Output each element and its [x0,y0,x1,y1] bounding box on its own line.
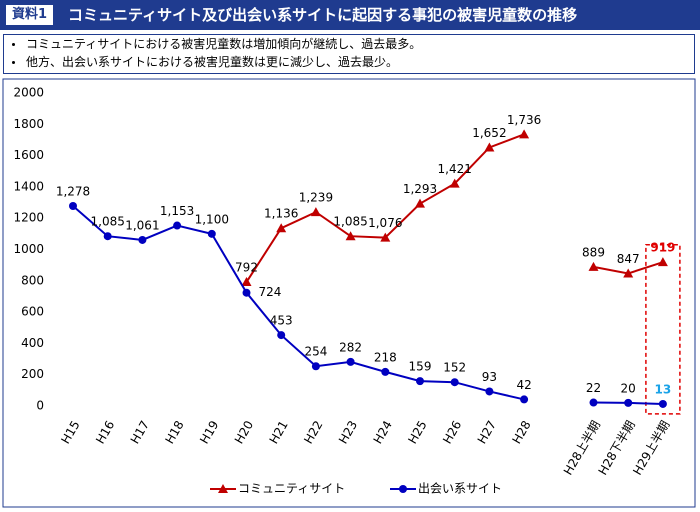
point [277,331,286,340]
data-label: 1,085 [333,215,367,229]
legend-label: コミュニティサイト [238,482,345,496]
data-label: 1,136 [264,207,298,221]
x-tick-label: H28 [509,418,533,446]
data-label: 1,278 [56,184,90,198]
chart: 0 200 400 600 800 1000 1200 1400 1600 1800 2000 H15… [2,78,696,508]
point [450,378,459,387]
point [485,387,494,396]
point [138,235,147,244]
x-tick-label: H21 [267,418,291,446]
x-tick-label: H19 [197,418,221,446]
point [311,362,320,371]
data-label: 1,085 [91,215,125,229]
point [241,277,252,287]
data-label: 1,100 [195,212,229,226]
y-tick-label: 400 [21,336,44,350]
y-tick-label: 200 [21,367,44,381]
x-tick-label: H18 [162,418,186,446]
note: 他方、出会い系サイトにおける被害児童数は更に減少し、過去最少。 [4,53,694,71]
point [520,395,529,404]
y-tick-label: 1000 [13,242,44,256]
y-tick-label: 2000 [13,86,44,100]
badge: 資料1 [6,5,54,25]
x-tick-label: H17 [128,418,152,446]
y-tick-label: 1800 [13,117,44,131]
data-label: 1,736 [507,113,541,127]
point [449,178,460,188]
series-line [245,133,664,283]
data-label: 1,239 [299,191,333,205]
x-tick-label: H26 [440,418,464,446]
point [588,261,599,271]
point [103,232,112,241]
point [589,398,598,407]
point [519,129,530,139]
data-label: 724 [259,285,282,299]
data-label: 254 [304,345,327,359]
notes: コミュニティサイトにおける被害児童数は増加傾向が継続し、過去最多。 他方、出会い… [3,34,695,74]
point [207,229,216,238]
series-line [72,205,663,405]
x-tick-label: H27 [475,418,499,446]
data-label: 1,153 [160,204,194,218]
data-label: 792 [235,261,258,275]
highlight-box [645,244,681,415]
data-label: 1,076 [368,216,402,230]
y-tick-label: 1600 [13,148,44,162]
data-label: 13 [655,382,672,396]
x-tick-label: H16 [93,418,117,446]
point [380,232,391,242]
point [310,207,321,217]
data-label: 42 [516,378,531,392]
data-label: 20 [621,381,636,395]
x-tick-label: H23 [336,418,360,446]
data-label: 1,652 [472,126,506,140]
point [624,398,633,407]
y-tick-label: 0 [36,399,44,413]
y-tick-label: 1200 [13,211,44,225]
point [657,257,668,267]
point [658,399,667,408]
x-tick-label: H24 [371,418,395,446]
point [484,142,495,152]
point [415,198,425,208]
y-tick-label: 600 [21,305,44,319]
point [69,201,77,210]
point [346,357,355,366]
note: コミュニティサイトにおける被害児童数は増加傾向が継続し、過去最多。 [4,35,694,53]
data-label: 1,421 [438,162,472,176]
data-label: 919 [650,241,675,255]
point [345,231,356,241]
data-label: 159 [409,360,432,374]
y-tick-label: 800 [21,273,44,287]
title: コミュニティサイト及び出会い系サイトに起因する事犯の被害児童数の推移 [68,6,578,24]
point [399,485,407,493]
point [623,268,634,278]
data-label: 152 [443,361,466,375]
point [242,288,251,297]
chart-frame [2,78,696,508]
x-tick-label: H20 [232,418,256,446]
point [381,367,390,376]
data-label: 282 [339,340,362,354]
data-label: 218 [374,350,397,364]
point [218,484,228,493]
data-label: 889 [582,245,605,259]
y-tick-label: 1400 [13,179,44,193]
point [276,223,287,233]
header: 資料1 コミュニティサイト及び出会い系サイトに起因する事犯の被害児童数の推移 [0,0,700,30]
data-label: 1,293 [403,182,437,196]
legend-label: 出会い系サイト [418,482,502,496]
data-label: 847 [617,252,640,266]
x-tick-label: H15 [58,418,82,446]
data-label: 22 [586,381,601,395]
x-tick-label: H25 [405,418,429,446]
point [416,377,424,386]
data-label: 1,061 [125,218,159,232]
x-tick-label: H22 [301,418,325,446]
point [173,221,182,230]
data-label: 453 [270,314,293,328]
data-label: 93 [482,370,497,384]
